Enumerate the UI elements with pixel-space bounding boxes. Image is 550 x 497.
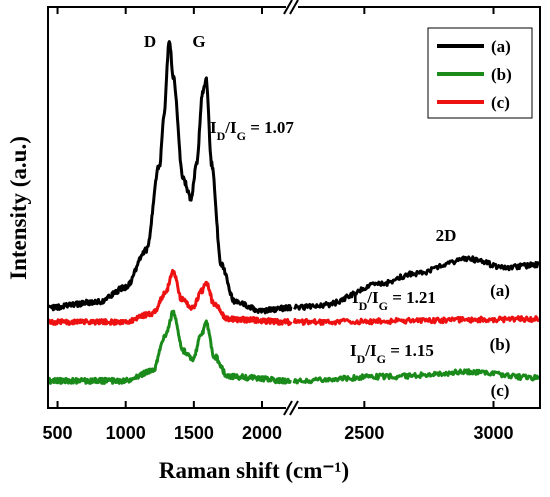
legend: (a) (b) (c): [427, 27, 533, 119]
x-tick-label-1500: 1500: [174, 423, 214, 443]
x-tick-label-500: 500: [43, 423, 73, 443]
x-tick-label-1000: 1000: [106, 423, 146, 443]
legend-label-a: (a): [491, 37, 511, 56]
axis-break-slash-bottom-1: [283, 400, 293, 416]
axis-break-marks: [283, 0, 299, 416]
series-line-a: [46, 40, 541, 315]
x-tick-label-2500: 2500: [344, 423, 384, 443]
x-axis-title: Raman shift (cm⁻¹): [159, 458, 349, 483]
x-ticks: 500 1000 1500 2000 2500 3000: [43, 7, 514, 443]
ratio-label-a: ID/IG = 1.07: [210, 118, 294, 143]
series-line-c: [46, 309, 541, 385]
legend-label-b: (b): [491, 65, 512, 84]
axis-break-slash-top-2: [289, 0, 299, 15]
curve-label-b: (b): [490, 335, 511, 354]
axis-break-slash-top-1: [283, 0, 293, 15]
curve-label-a: (a): [490, 281, 510, 300]
ratio-label-c: ID/IG = 1.15: [350, 341, 434, 366]
legend-label-c: (c): [491, 93, 510, 112]
axis-break-slash-bottom-2: [289, 400, 299, 416]
peak-label-2d: 2D: [436, 226, 457, 245]
series-layer: [46, 40, 541, 385]
x-tick-label-2000: 2000: [242, 423, 282, 443]
x-tick-label-3000: 3000: [473, 423, 513, 443]
peak-label-d: D: [144, 32, 156, 51]
ratio-label-b: ID/IG = 1.21: [352, 288, 436, 313]
y-axis-title: Intensity (a.u.): [6, 136, 31, 280]
curve-label-c: (c): [491, 381, 510, 400]
series-line-b: [46, 268, 540, 327]
peak-label-g: G: [192, 32, 205, 51]
